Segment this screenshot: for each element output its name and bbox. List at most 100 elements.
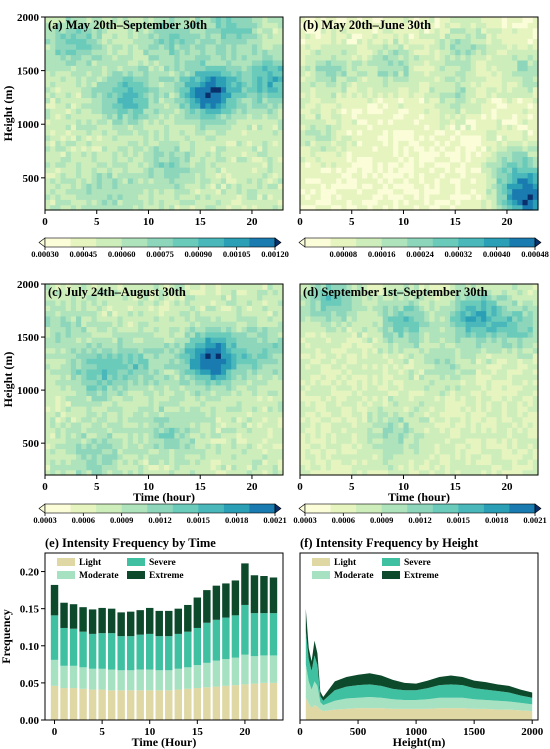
contour-cell bbox=[377, 102, 384, 109]
contour-cell bbox=[262, 124, 269, 131]
contour-cell bbox=[50, 188, 56, 195]
contour-cell bbox=[164, 17, 170, 23]
contour-cell bbox=[325, 33, 332, 40]
contour-cell bbox=[527, 177, 534, 184]
contour-cell bbox=[251, 437, 258, 444]
contour-cell bbox=[169, 299, 175, 306]
contour-cell bbox=[475, 118, 482, 125]
contour-cell bbox=[251, 183, 258, 190]
contour-cell bbox=[189, 65, 196, 72]
contour-cell bbox=[517, 188, 524, 195]
contour-cell bbox=[86, 374, 93, 381]
contour-cell bbox=[112, 448, 119, 455]
contour-cell bbox=[267, 432, 274, 439]
contour-cell bbox=[257, 427, 263, 434]
contour-cell bbox=[262, 305, 269, 312]
contour-cell bbox=[127, 459, 134, 465]
contour-cell bbox=[413, 70, 420, 77]
contour-cell bbox=[413, 54, 420, 61]
contour-cell bbox=[86, 453, 93, 460]
contour-cell bbox=[320, 204, 327, 211]
contour-cell bbox=[101, 347, 108, 354]
contour-cell bbox=[310, 204, 317, 211]
contour-cell bbox=[101, 374, 108, 381]
contour-cell bbox=[408, 199, 415, 206]
contour-cell bbox=[262, 432, 269, 439]
contour-cell bbox=[153, 161, 160, 168]
contour-cell bbox=[305, 188, 311, 195]
contour-cell bbox=[127, 22, 134, 29]
contour-cell bbox=[200, 390, 206, 397]
contour-cell bbox=[236, 27, 243, 34]
contour-cell bbox=[220, 97, 227, 104]
contour-cell bbox=[517, 33, 524, 40]
contour-cell bbox=[486, 54, 493, 61]
contour-cell bbox=[148, 161, 155, 168]
contour-cell bbox=[262, 33, 269, 40]
contour-cell bbox=[76, 294, 82, 301]
contour-cell bbox=[50, 427, 56, 434]
contour-cell bbox=[179, 140, 186, 147]
contour-cell bbox=[91, 204, 98, 211]
contour-cell bbox=[382, 151, 389, 157]
contour-cell bbox=[220, 411, 227, 418]
contour-cell bbox=[122, 464, 129, 471]
contour-cell bbox=[460, 97, 467, 104]
contour-cell bbox=[424, 86, 430, 93]
contour-cell bbox=[450, 108, 456, 115]
contour-cell bbox=[169, 400, 175, 407]
contour-cell bbox=[86, 27, 93, 34]
contour-cell bbox=[148, 284, 155, 290]
contour-cell bbox=[107, 432, 113, 439]
contour-cell bbox=[351, 151, 358, 157]
contour-cell bbox=[215, 129, 222, 136]
contour-cell bbox=[122, 38, 129, 45]
contour-cell bbox=[158, 145, 165, 152]
contour-cell bbox=[246, 151, 253, 157]
contour-cell bbox=[76, 124, 82, 131]
contour-cell bbox=[60, 459, 67, 465]
contour-cell bbox=[215, 363, 222, 370]
contour-cell bbox=[70, 22, 77, 29]
contour-cell bbox=[81, 199, 87, 206]
contour-cell bbox=[310, 75, 317, 82]
contour-cell bbox=[231, 289, 238, 296]
contour-cell bbox=[522, 38, 529, 45]
contour-cell bbox=[50, 299, 56, 306]
contour-cell bbox=[251, 113, 258, 120]
contour-cell bbox=[143, 70, 150, 77]
contour-cell bbox=[387, 49, 394, 56]
contour-cell bbox=[143, 27, 150, 34]
contour-cell bbox=[277, 188, 284, 195]
contour-cell bbox=[200, 134, 206, 141]
contour-cell bbox=[184, 416, 191, 423]
contour-cell bbox=[517, 86, 524, 93]
contour-cell bbox=[158, 448, 165, 455]
contour-cell bbox=[200, 161, 206, 168]
contour-cell bbox=[117, 22, 124, 29]
contour-cell bbox=[272, 27, 279, 34]
contour-cell bbox=[138, 145, 144, 152]
contour-cell bbox=[393, 151, 399, 157]
contour-cell bbox=[506, 43, 513, 50]
contour-cell bbox=[112, 81, 119, 88]
contour-cell bbox=[50, 199, 56, 206]
contour-cell bbox=[132, 193, 139, 200]
contour-cell bbox=[465, 204, 472, 211]
contour-cell bbox=[236, 448, 243, 455]
contour-cell bbox=[50, 156, 56, 163]
contour-cell bbox=[532, 129, 539, 136]
contour-cell bbox=[81, 368, 87, 375]
contour-cell bbox=[532, 59, 539, 66]
contour-cell bbox=[460, 204, 467, 211]
contour-cell bbox=[112, 284, 119, 290]
contour-cell bbox=[341, 204, 348, 211]
contour-cell bbox=[460, 193, 467, 200]
contour-cell bbox=[143, 172, 150, 179]
contour-cell bbox=[174, 65, 181, 72]
contour-cell bbox=[200, 363, 206, 370]
contour-cell bbox=[184, 43, 191, 50]
contour-cell bbox=[81, 38, 87, 45]
contour-cell bbox=[262, 443, 269, 450]
contour-cell bbox=[393, 167, 399, 174]
